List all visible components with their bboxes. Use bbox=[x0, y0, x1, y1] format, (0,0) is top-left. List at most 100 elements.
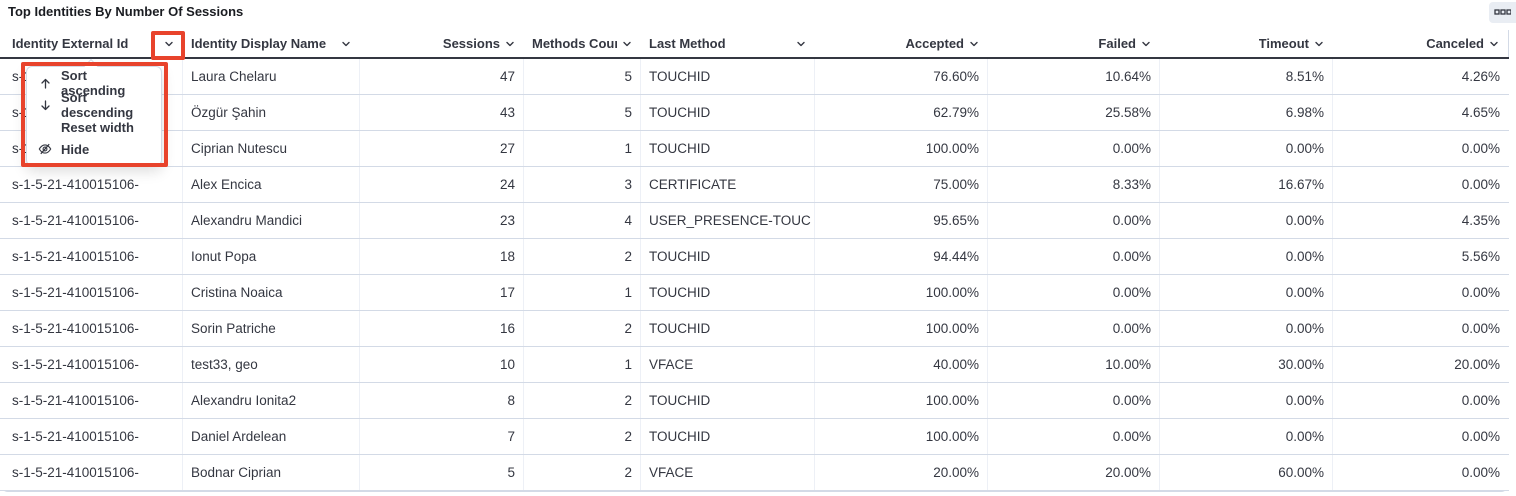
cell-last-method: VFACE bbox=[641, 455, 815, 490]
column-header-last-method[interactable]: Last Method bbox=[641, 30, 815, 57]
cell-timeout: 0.00% bbox=[1160, 275, 1333, 310]
cell-failed: 10.64% bbox=[988, 59, 1160, 94]
column-header-identity-display-name[interactable]: Identity Display Name bbox=[183, 30, 360, 57]
chevron-down-icon[interactable] bbox=[1313, 38, 1325, 50]
cell-identity-display-name: Ionut Popa bbox=[183, 239, 360, 274]
cell-identity-external-id: s-1-5-21-410015106- bbox=[0, 383, 183, 418]
column-header-timeout[interactable]: Timeout bbox=[1160, 30, 1333, 57]
cell-last-method: TOUCHID bbox=[641, 275, 815, 310]
cell-accepted: 100.00% bbox=[815, 275, 988, 310]
menu-item-label: Reset width bbox=[61, 119, 134, 135]
cell-canceled: 0.00% bbox=[1461, 429, 1500, 444]
cell-identity-display-name: Sorin Patriche bbox=[183, 311, 360, 346]
cell-identity-display-name: Cristina Noaica bbox=[183, 275, 360, 310]
cell-last-method: TOUCHID bbox=[641, 131, 815, 166]
menu-item-hide[interactable]: Hide bbox=[27, 138, 161, 160]
cell-timeout: 0.00% bbox=[1160, 203, 1333, 238]
cell-identity-display-name: Bodnar Ciprian bbox=[183, 455, 360, 490]
chevron-down-icon[interactable] bbox=[163, 38, 175, 50]
cell-accepted: 40.00% bbox=[815, 347, 988, 382]
cell-accepted: 20.00% bbox=[815, 455, 988, 490]
column-header-methods-count[interactable]: Methods Count bbox=[524, 30, 641, 57]
cell-timeout: 0.00% bbox=[1160, 239, 1333, 274]
cell-last-method: TOUCHID bbox=[641, 95, 815, 130]
cell-identity-external-id: s-1-5-21-410015106- bbox=[0, 419, 183, 454]
cell-methods-count: 2 bbox=[524, 383, 641, 418]
chevron-down-icon[interactable] bbox=[340, 38, 352, 50]
cell-identity-external-id: s-1-5-21-410015106- bbox=[0, 239, 183, 274]
table-row: s-1-5-21-410015106-Özgür Şahin435TOUCHID… bbox=[0, 95, 1509, 131]
cell-failed: 0.00% bbox=[988, 383, 1160, 418]
cell-methods-count: 3 bbox=[524, 167, 641, 202]
column-header-label: Last Method bbox=[649, 36, 726, 51]
cell-failed: 25.58% bbox=[988, 95, 1160, 130]
table-row: s-1-5-21-410015106- test33, geo 10 1 VFACE 40… bbox=[0, 347, 1509, 383]
chevron-down-icon[interactable] bbox=[621, 38, 633, 50]
column-header-canceled[interactable]: Canceled bbox=[1333, 30, 1508, 57]
cell-failed: 10.00% bbox=[988, 347, 1160, 382]
menu-item-sort-ascending[interactable]: Sort ascending bbox=[27, 68, 161, 98]
cell-accepted: 62.79% bbox=[815, 95, 988, 130]
cell-sessions: 8 bbox=[360, 383, 524, 418]
cell-sessions: 43 bbox=[360, 95, 524, 130]
cell-accepted: 95.65% bbox=[815, 203, 988, 238]
cell-identity-display-name: Alexandru Mandici bbox=[183, 203, 360, 238]
chevron-down-icon[interactable] bbox=[1140, 38, 1152, 50]
cell-methods-count: 2 bbox=[524, 419, 641, 454]
column-header-label: Timeout bbox=[1258, 36, 1309, 51]
cell-identity-external-id: s-1-5-21-410015106- bbox=[0, 347, 183, 382]
column-header-failed[interactable]: Failed bbox=[988, 30, 1160, 57]
cell-failed: 20.00% bbox=[988, 455, 1160, 490]
cell-timeout: 0.00% bbox=[1160, 311, 1333, 346]
column-header-identity-external-id[interactable]: Identity External Id bbox=[0, 30, 183, 57]
cell-identity-external-id: s-1-5-21-410015106- bbox=[0, 167, 183, 202]
cell-identity-display-name: Laura Chelaru bbox=[183, 59, 360, 94]
column-options-menu: Sort ascending Sort descending Reset wid… bbox=[26, 66, 162, 166]
cell-accepted: 94.44% bbox=[815, 239, 988, 274]
cell-canceled: 20.00% bbox=[1454, 357, 1500, 372]
table-body: s-1-5-21-410015106-Laura Chelaru475TOUCH… bbox=[0, 59, 1509, 491]
cell-methods-count: 1 bbox=[524, 347, 641, 382]
table-row: s-1-5-21-410015106- Bodnar Ciprian 5 2 VFACE… bbox=[0, 455, 1509, 491]
cell-last-method: VFACE bbox=[641, 347, 815, 382]
cell-identity-external-id: s-1-5-21-410015106- bbox=[0, 455, 183, 490]
cell-methods-count: 4 bbox=[524, 203, 641, 238]
cell-accepted: 75.00% bbox=[815, 167, 988, 202]
page-title: Top Identities By Number Of Sessions bbox=[8, 4, 244, 19]
menu-item-reset-width[interactable]: Reset width bbox=[27, 116, 161, 138]
cell-sessions: 47 bbox=[360, 59, 524, 94]
cell-accepted: 100.00% bbox=[815, 383, 988, 418]
cell-failed: 0.00% bbox=[988, 131, 1160, 166]
cell-identity-display-name: Daniel Ardelean bbox=[183, 419, 360, 454]
column-header-label: Identity External Id bbox=[12, 36, 129, 51]
cell-identity-external-id: s-1-5-21-410015106- bbox=[0, 203, 183, 238]
cell-canceled: 0.00% bbox=[1461, 393, 1500, 408]
chevron-down-icon[interactable] bbox=[504, 38, 516, 50]
cell-last-method: TOUCHID bbox=[641, 311, 815, 346]
chevron-down-icon[interactable] bbox=[795, 38, 807, 50]
sort-ascending-icon bbox=[37, 77, 53, 90]
column-header-label: Sessions bbox=[442, 36, 500, 51]
chevron-down-icon[interactable] bbox=[1488, 38, 1500, 50]
chevron-down-icon[interactable] bbox=[968, 38, 980, 50]
cell-methods-count: 2 bbox=[524, 311, 641, 346]
cell-last-method: TOUCHID bbox=[641, 383, 815, 418]
cell-timeout: 8.51% bbox=[1160, 59, 1333, 94]
menu-item-label: Sort ascending bbox=[61, 68, 126, 98]
cell-canceled: 0.00% bbox=[1461, 321, 1500, 336]
table-row: s-1-5-21-410015106- Alexandru Ionita2 8 2 TO… bbox=[0, 383, 1509, 419]
cell-identity-external-id: s-1-5-21-410015106- bbox=[0, 275, 183, 310]
cell-sessions: 10 bbox=[360, 347, 524, 382]
cell-sessions: 17 bbox=[360, 275, 524, 310]
boxes-horizontal-icon bbox=[1494, 9, 1511, 16]
table-row: s-1-5-21-410015106-Ciprian Nutescu271TOU… bbox=[0, 131, 1509, 167]
cell-last-method: TOUCHID bbox=[641, 419, 815, 454]
cell-sessions: 7 bbox=[360, 419, 524, 454]
column-header-accepted[interactable]: Accepted bbox=[815, 30, 988, 57]
column-header-sessions[interactable]: Sessions bbox=[360, 30, 524, 57]
table-row: s-1-5-21-410015106- Alex Encica 24 3 CERTIFI… bbox=[0, 167, 1509, 203]
cell-failed: 0.00% bbox=[988, 275, 1160, 310]
menu-item-sort-descending[interactable]: Sort descending bbox=[27, 90, 161, 120]
cell-timeout: 6.98% bbox=[1160, 95, 1333, 130]
panel-options-button[interactable] bbox=[1489, 2, 1516, 23]
